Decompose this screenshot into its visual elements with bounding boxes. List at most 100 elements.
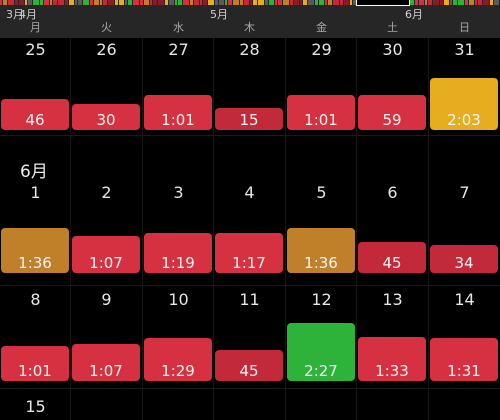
timeline-segment [440,0,443,5]
duration-label: 1:36 [18,253,52,272]
duration-bar[interactable]: 1:19 [144,232,212,273]
duration-bar[interactable]: 1:07 [72,236,140,273]
duration-label: 45 [382,253,402,272]
duration-bar[interactable]: 1:29 [144,338,212,381]
timeline-segment [469,0,474,5]
duration-bar[interactable]: 1:07 [72,344,140,381]
timeline-segment [425,0,427,5]
day-number: 8 [30,290,41,309]
timeline-segment [333,0,339,5]
timeline-segment [315,0,318,5]
timeline-segment [15,0,18,5]
timeline-segment [428,0,432,5]
timeline-segment [465,0,468,5]
column-divider [428,38,429,420]
timeline-segment [253,0,257,5]
duration-bar[interactable]: 45 [358,242,426,273]
timeline-segment [94,0,99,5]
day-number: 7 [459,183,470,202]
timeline-segment [408,0,414,5]
timeline-segment [100,0,102,5]
day-number: 27 [168,40,189,59]
duration-label: 1:29 [161,361,195,380]
duration-bar[interactable]: 34 [430,245,498,273]
duration-bar[interactable]: 30 [72,103,140,130]
timeline-segment [183,0,189,5]
duration-bar[interactable]: 1:01 [287,94,355,130]
day-number: 4 [244,183,255,202]
row-divider [0,388,500,389]
duration-bar[interactable]: 46 [1,99,69,130]
timeline-segment [353,0,357,5]
day-number: 11 [239,290,260,309]
timeline-segment [228,0,232,5]
duration-label: 1:01 [161,110,195,129]
duration-bar[interactable]: 1:31 [430,337,498,381]
timeline-segment [219,0,224,5]
column-divider [285,38,286,420]
timeline-strip[interactable] [0,0,500,5]
timeline-month-label: 4月 [19,8,37,21]
timeline-segment [225,0,227,5]
timeline-segment [28,0,32,5]
month-heading: 6月 [20,162,48,182]
timeline-segment [194,0,199,5]
duration-bar[interactable]: 59 [358,95,426,130]
timeline-segment [103,0,107,5]
timeline-segment [258,0,264,5]
duration-bar[interactable]: 1:36 [1,228,69,273]
timeline-segment [44,0,49,5]
duration-label: 30 [96,110,116,129]
timeline-segment [450,0,452,5]
weekday-label: 金 [316,21,327,34]
day-number: 6 [387,183,398,202]
day-number: 1 [30,183,41,202]
duration-bar[interactable]: 1:01 [144,94,212,130]
column-divider [142,38,143,420]
timeline-segment [319,0,324,5]
timeline-segment [208,0,214,5]
timeline-segment [303,0,307,5]
timeline-segment [40,0,43,5]
duration-bar[interactable]: 15 [215,107,283,130]
timeline-segment [119,0,124,5]
timeline-segment [128,0,132,5]
timeline-segment [350,0,352,5]
timeline-segment [483,0,489,5]
timeline-segment [83,0,89,5]
duration-bar[interactable]: 2:03 [430,77,498,130]
duration-bar[interactable]: 1:17 [215,233,283,273]
timeline-segment [233,0,239,5]
day-number: 13 [382,290,403,309]
timeline-segment [50,0,52,5]
timeline-segment [150,0,152,5]
timeline-segment [444,0,449,5]
timeline-segment [433,0,439,5]
timeline-segment [278,0,282,5]
day-number: 9 [101,290,112,309]
timeline-segment [458,0,464,5]
timeline-selection-window[interactable] [356,0,410,6]
timeline-segment [203,0,207,5]
timeline-segment [108,0,114,5]
timeline-segment [265,0,268,5]
timeline-segment [78,0,82,5]
duration-bar[interactable]: 1:33 [358,336,426,381]
weekday-label: 火 [101,21,112,34]
timeline-segment [69,0,74,5]
timeline-segment [178,0,182,5]
timeline-segment [300,0,302,5]
duration-label: 34 [454,253,474,272]
timeline-segment [3,0,7,5]
timeline-segment [244,0,249,5]
duration-label: 2:27 [304,362,338,380]
duration-label: 1:01 [304,110,338,129]
duration-label: 1:33 [375,361,409,380]
duration-bar[interactable]: 45 [215,350,283,381]
duration-bar[interactable]: 1:36 [287,228,355,273]
duration-bar[interactable]: 2:27 [287,323,355,381]
duration-bar[interactable]: 1:01 [1,345,69,381]
timeline-segment [90,0,93,5]
timeline-segment [283,0,289,5]
timeline-segment [0,0,2,5]
